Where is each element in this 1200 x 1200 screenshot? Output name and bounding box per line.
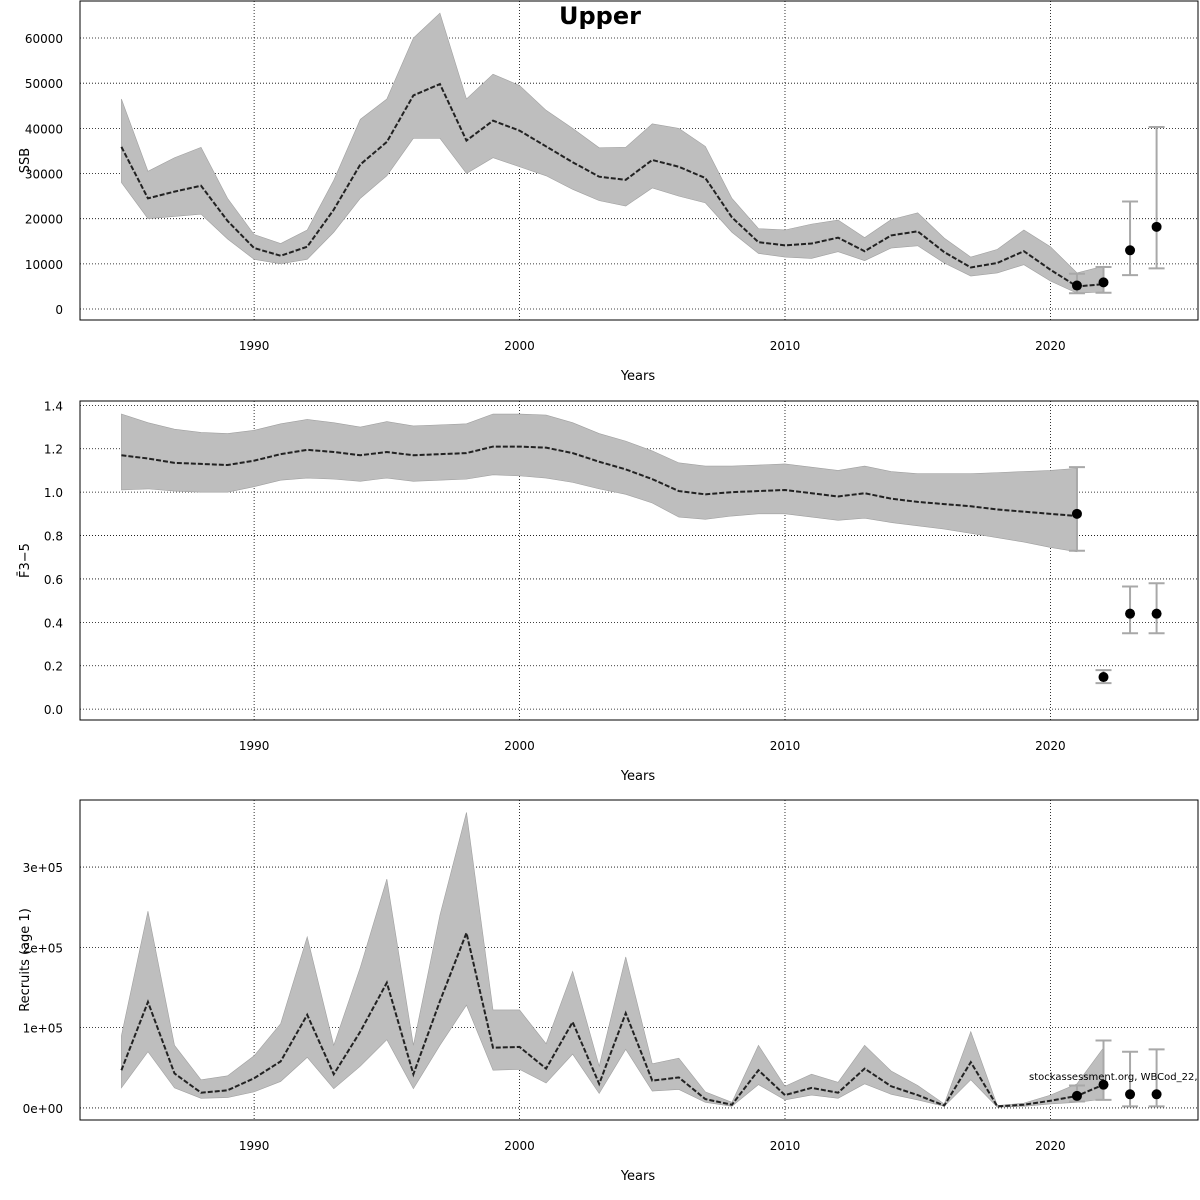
forecast-point [1098, 1079, 1109, 1090]
estimate-line [120, 82, 1104, 288]
forecast-point [1125, 1089, 1136, 1100]
y-tick-label: 60000 [25, 32, 63, 46]
y-tick-label: 0.6 [44, 573, 63, 587]
x-tick-label: 2010 [770, 739, 801, 753]
y-axis-title: SSB [18, 148, 33, 173]
x-tick-label: 2010 [770, 1139, 801, 1153]
estimate-line [120, 929, 1104, 1108]
x-tick-label: 2020 [1035, 339, 1066, 353]
forecast-point [1151, 608, 1162, 619]
x-tick-label: 2000 [504, 339, 535, 353]
y-tick-label: 10000 [25, 258, 63, 272]
y-tick-label: 1.4 [44, 399, 63, 413]
x-tick-label: 2020 [1035, 739, 1066, 753]
y-tick-label: 0.8 [44, 530, 63, 544]
x-tick-label: 1990 [239, 339, 270, 353]
y-tick-label: 1e+05 [23, 1022, 63, 1036]
y-axis-title: Recruits (age 1) [18, 908, 33, 1012]
x-tick-label: 1990 [239, 739, 270, 753]
confidence-band [121, 812, 1104, 1108]
y-tick-label: 0.2 [44, 660, 63, 674]
annotation: stockassessment.org, WBCod_22, r [1029, 1072, 1200, 1083]
y-tick-label: 50000 [25, 77, 63, 91]
x-tick-label: 1990 [239, 1139, 270, 1153]
x-tick-label: 2000 [504, 1139, 535, 1153]
x-axis-title: Years [620, 769, 656, 784]
confidence-band [121, 413, 1078, 553]
forecast-point [1098, 277, 1109, 288]
forecast-point [1071, 1090, 1082, 1101]
forecast-point [1151, 1089, 1162, 1100]
confidence-band [121, 12, 1104, 294]
plot-frame [79, 400, 1199, 721]
x-axis-title: Years [620, 1169, 656, 1184]
forecast-point [1125, 608, 1136, 619]
estimate-line [121, 445, 1078, 518]
y-tick-label: 20000 [25, 213, 63, 227]
y-tick-label: 0e+00 [23, 1102, 63, 1116]
forecast-point [1125, 245, 1136, 256]
plot-frame [79, 799, 1199, 1121]
y-tick-label: 1.2 [44, 443, 63, 457]
forecast-point [1071, 508, 1082, 519]
x-tick-label: 2010 [770, 339, 801, 353]
y-axis-title: F̄3−5 [18, 543, 33, 578]
x-axis-title: Years [620, 369, 656, 384]
y-tick-label: 1.0 [44, 486, 63, 500]
forecast-point [1098, 672, 1109, 683]
x-tick-label: 2000 [504, 739, 535, 753]
x-tick-label: 2020 [1035, 1139, 1066, 1153]
y-tick-label: 3e+05 [23, 861, 63, 875]
plot-frame [79, 0, 1199, 321]
y-tick-label: 0 [55, 303, 63, 317]
chart-title: Upper [559, 2, 641, 30]
forecast-point [1151, 221, 1162, 232]
y-tick-label: 2e+05 [23, 941, 63, 955]
y-tick-label: 0.4 [44, 616, 63, 630]
y-tick-label: 0.0 [44, 703, 63, 717]
forecast-point [1071, 280, 1082, 291]
y-tick-label: 40000 [25, 122, 63, 136]
y-tick-label: 30000 [25, 168, 63, 182]
